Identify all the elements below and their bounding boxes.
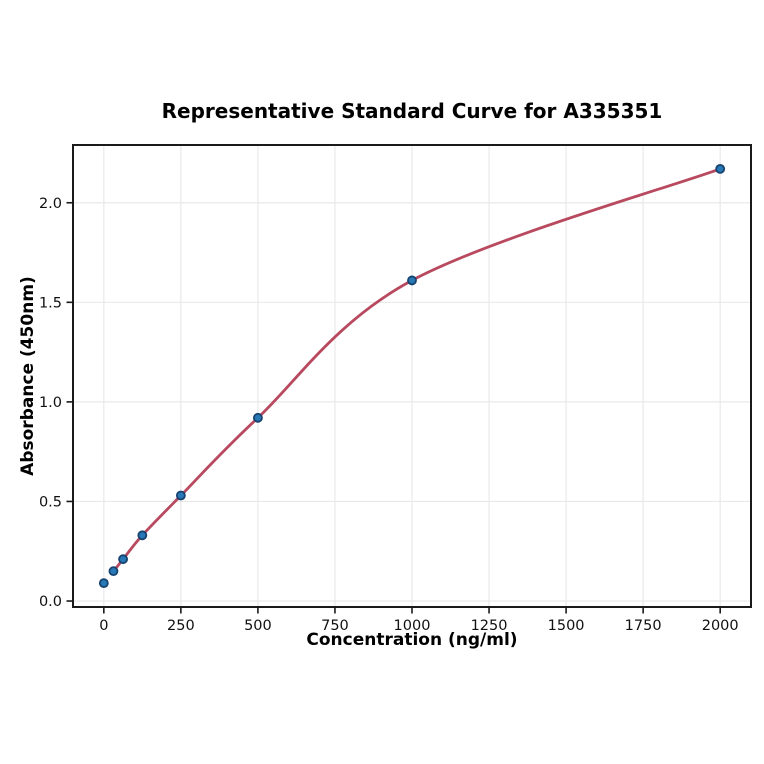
data-point xyxy=(407,275,417,286)
y-tick-label: 0.0 xyxy=(39,594,62,610)
y-tick-label: 1.5 xyxy=(39,295,62,311)
plot-border xyxy=(72,144,752,608)
data-point xyxy=(118,554,128,565)
data-point xyxy=(175,490,186,501)
y-tick-label: 0.5 xyxy=(39,494,62,510)
x-tick-label: 500 xyxy=(244,618,272,634)
x-tick-label: 1000 xyxy=(394,618,431,634)
x-tick-label: 250 xyxy=(167,618,195,634)
data-point xyxy=(253,412,263,423)
y-axis-label-text: Absorbance (450nm) xyxy=(18,276,38,476)
x-tick-label: 1750 xyxy=(625,618,662,634)
data-point xyxy=(108,566,119,577)
x-tick-label: 2000 xyxy=(702,618,739,634)
x-tick-label: 1500 xyxy=(548,618,585,634)
data-point xyxy=(98,578,109,589)
y-tick-label: 2.0 xyxy=(39,196,62,212)
y-tick-label: 1.0 xyxy=(39,395,62,411)
x-tick-label: 1250 xyxy=(471,618,508,634)
x-tick-label: 0 xyxy=(99,618,108,634)
fit-curve xyxy=(112,167,722,573)
data-point xyxy=(715,163,726,174)
x-tick-label: 750 xyxy=(321,618,349,634)
x-axis-label: Concentration (ng/ml) xyxy=(306,630,518,650)
data-point xyxy=(137,530,148,541)
chart-title: Representative Standard Curve for A33535… xyxy=(161,99,663,123)
